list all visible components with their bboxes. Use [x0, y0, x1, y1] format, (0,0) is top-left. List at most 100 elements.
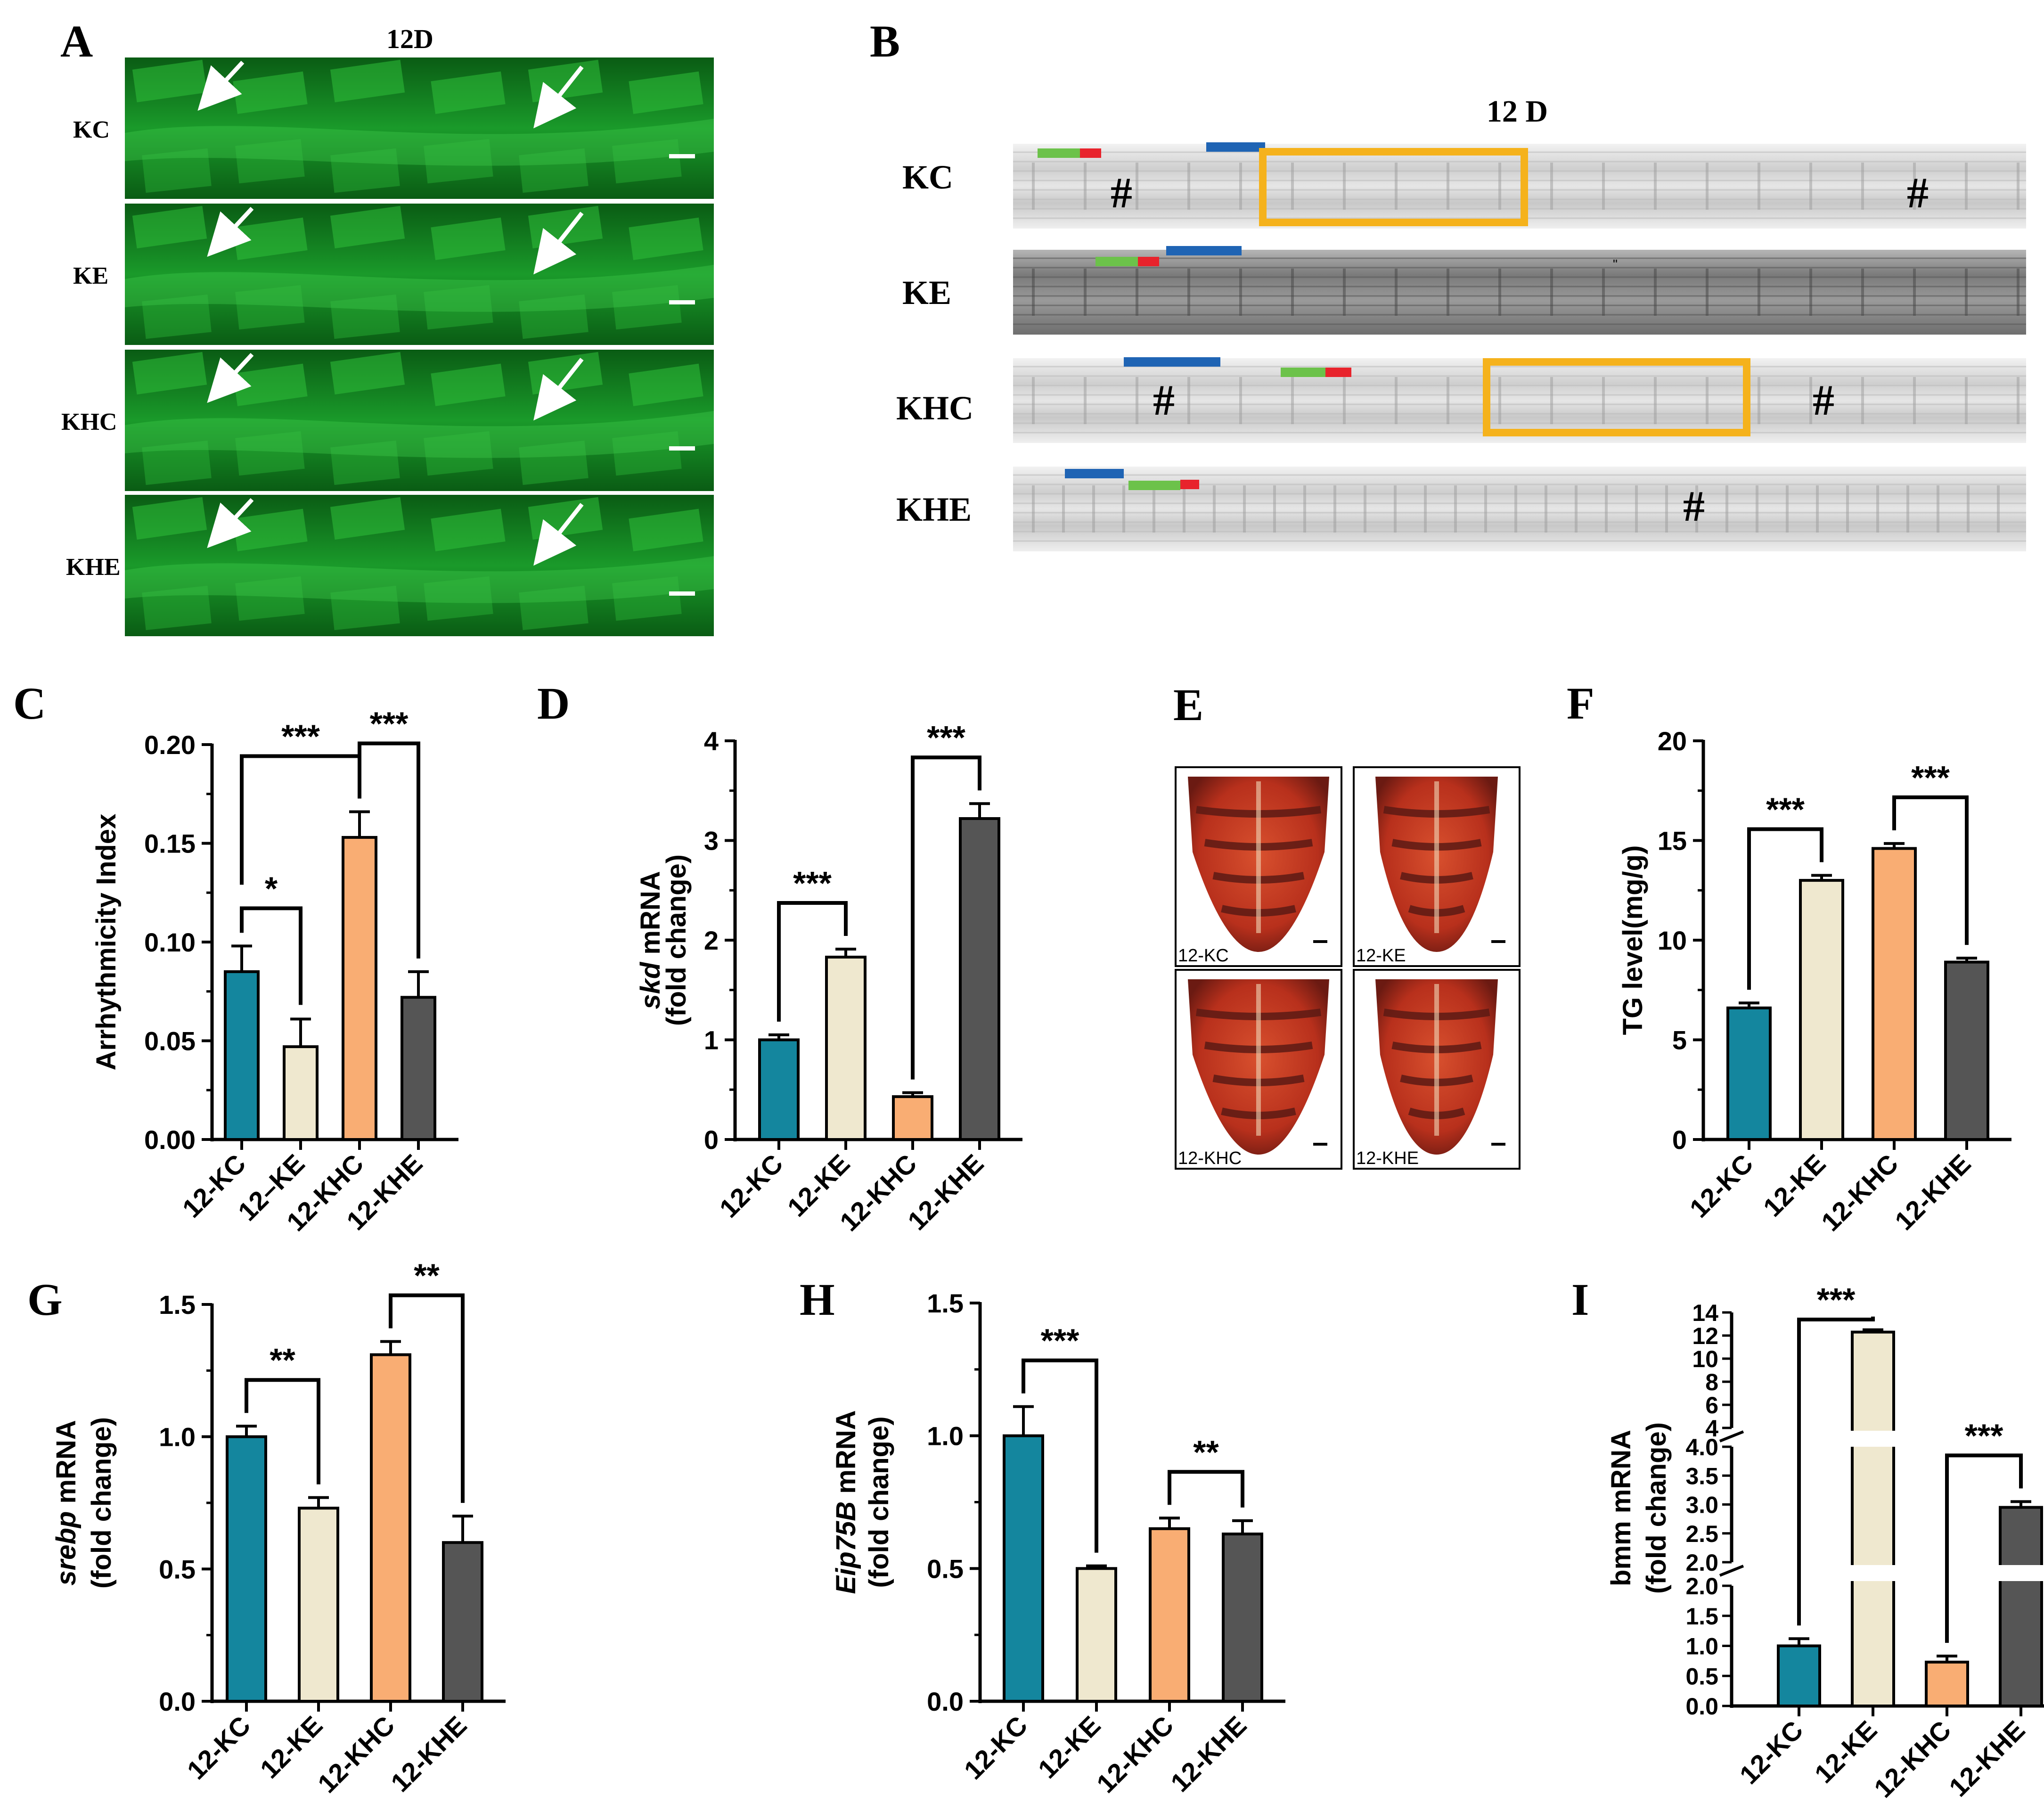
y-tick-label: 3.0	[1685, 1492, 1718, 1518]
beat-mark	[1654, 269, 1657, 316]
axis-break-mark	[1719, 1430, 1744, 1443]
significance-label: ***	[927, 719, 965, 756]
muscle-fibre	[424, 285, 493, 330]
panel-a-title: 12D	[386, 24, 433, 54]
y-tick-label: 10	[1692, 1346, 1718, 1372]
muscle-fibre	[424, 431, 493, 476]
beat-mark	[1913, 377, 1916, 424]
panel-b: B 12 D KC # # KE " KHC # # KHE #	[870, 16, 2026, 551]
significance-bracket	[389, 1293, 465, 1503]
muscle-fibre	[233, 363, 308, 406]
chart-c: C0.000.050.100.150.2012-KC12–KE12-KHC12-…	[13, 678, 458, 1237]
beat-mark	[1861, 269, 1864, 316]
period-marker	[1166, 246, 1242, 255]
beat-mark	[1654, 163, 1657, 210]
significance-bracket	[911, 755, 981, 1080]
beat-mark	[1965, 269, 1968, 316]
abdomen-image-12-khc: 12-KHC	[1175, 969, 1342, 1170]
image-label: 12-KC	[1178, 946, 1229, 966]
abdomen-image-12-khe: 12-KHE	[1353, 969, 1521, 1170]
fluorescence-image-khc: KHC	[61, 350, 714, 496]
beat-mark	[1084, 377, 1087, 424]
y-axis-label: bmm mRNA	[1606, 1430, 1636, 1586]
significance-label: **	[270, 1342, 295, 1378]
x-tick-label: 12-KHE	[1943, 1715, 2030, 1802]
y-tick-label: 4.0	[1685, 1434, 1718, 1460]
row-label-khc: KHC	[61, 409, 117, 435]
arrhythmia-highlight-box	[1259, 148, 1528, 226]
beat-mark	[1136, 163, 1138, 210]
arrow-icon	[533, 358, 584, 421]
axis-break-gap	[1771, 1565, 2044, 1581]
hash-marker: #	[1683, 482, 1705, 530]
diastole-marker	[1096, 257, 1138, 266]
muscle-fibre	[519, 294, 589, 339]
beat-mark	[1187, 269, 1190, 316]
x-tick-label: 12-KC	[958, 1710, 1033, 1785]
scale-bar	[1313, 940, 1327, 943]
panel-e: E 12-KC 12-KE 12-KHC 12-KHE	[1173, 680, 1521, 1170]
beat-mark	[1213, 485, 1216, 533]
beat-mark	[1635, 485, 1638, 533]
kymograph-khe: KHE #	[896, 467, 2026, 551]
scale-bar	[669, 154, 695, 158]
muscle-fibre	[330, 440, 400, 485]
beat-mark	[1136, 377, 1138, 424]
beat-mark	[1913, 163, 1916, 210]
bar-12-khe	[401, 996, 436, 1141]
beat-mark	[1967, 485, 1970, 533]
significance-bracket	[245, 1378, 320, 1484]
beat-mark	[1092, 485, 1095, 533]
muscle-fibre	[629, 363, 703, 406]
y-tick-label: 8	[1705, 1369, 1718, 1395]
scale-bar	[1313, 1143, 1327, 1146]
panel-e-letter: E	[1173, 680, 1203, 730]
image-label: 12-KE	[1356, 946, 1406, 966]
significance-bracket	[777, 901, 848, 1022]
panel-letter: I	[1571, 1274, 1589, 1325]
beat-mark	[1758, 163, 1760, 210]
muscle-fibre	[519, 148, 589, 193]
beat-mark	[1239, 163, 1242, 210]
heart-tube	[125, 119, 714, 166]
y-tick-label: 4	[1705, 1415, 1718, 1442]
bar-12-khc	[342, 836, 377, 1141]
significance-label: ***	[1965, 1417, 2003, 1454]
y-tick-label: 0	[1672, 1125, 1687, 1155]
y-axis-label: Eip75B mRNA	[831, 1410, 861, 1594]
significance-bracket	[358, 741, 420, 959]
kymograph-strip	[1013, 250, 2026, 335]
muscle-fibre	[612, 576, 682, 621]
beat-mark	[1243, 485, 1246, 533]
diastole-marker	[1038, 148, 1080, 158]
beat-mark	[1756, 485, 1758, 533]
scale-bar	[1491, 1143, 1505, 1146]
beat-mark	[1575, 485, 1578, 533]
hash-marker: #	[1813, 376, 1834, 424]
image-separator	[125, 345, 714, 350]
kymo-label-khc: KHC	[896, 389, 973, 427]
bar-12-khc	[370, 1353, 411, 1703]
y-tick-label: 4	[704, 726, 719, 756]
y-tick-label: 10	[1658, 926, 1687, 955]
beat-mark	[1062, 485, 1065, 533]
bar-12-ke	[825, 955, 867, 1141]
beat-mark	[1032, 377, 1035, 424]
beat-mark	[1550, 377, 1553, 424]
muscle-fibre	[431, 71, 506, 114]
beat-mark	[1965, 377, 1968, 424]
image-separator	[125, 491, 714, 496]
beat-mark	[1602, 163, 1605, 210]
beat-mark	[1273, 485, 1276, 533]
beat-mark	[1303, 485, 1306, 533]
bar-12-kc	[1003, 1434, 1044, 1703]
beat-mark	[1665, 485, 1668, 533]
beat-mark	[1364, 485, 1366, 533]
beat-mark	[1187, 377, 1190, 424]
y-axis-label: TG level(mg/g)	[1618, 845, 1648, 1035]
kymo-label-khe: KHE	[896, 491, 972, 528]
beat-mark	[1424, 485, 1427, 533]
kymo-label-ke: KE	[902, 274, 951, 312]
y-tick-label: 1.5	[927, 1288, 964, 1318]
significance-label: ***	[1041, 1322, 1079, 1359]
